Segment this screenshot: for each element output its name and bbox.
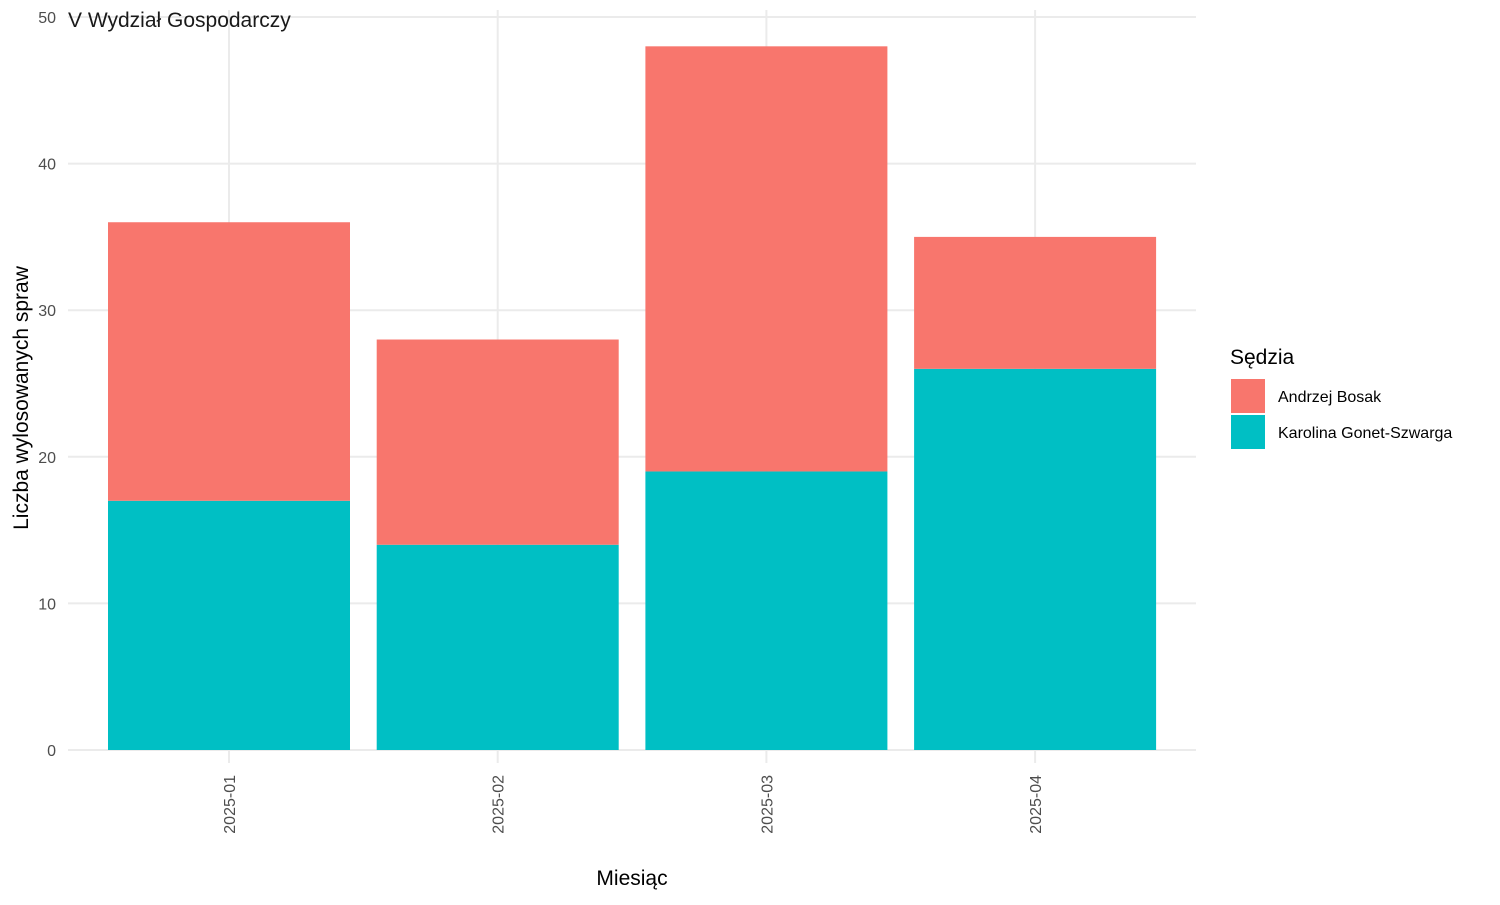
bar-segment: [645, 471, 888, 750]
legend-items: Andrzej Bosak Karolina Gonet-Szwarga: [1231, 379, 1452, 449]
legend: Sędzia Andrzej Bosak Karolina Gonet-Szwar…: [1230, 346, 1452, 449]
x-tick-label: 2025-01: [222, 775, 239, 834]
x-axis-title: Miesiąc: [596, 867, 667, 890]
y-tick-label: 50: [38, 10, 56, 27]
bar-segment: [914, 368, 1157, 750]
bar-segment: [376, 339, 619, 545]
y-tick-label: 0: [47, 743, 56, 760]
legend-label: Karolina Gonet-Szwarga: [1278, 425, 1452, 442]
legend-title: Sędzia: [1230, 346, 1295, 369]
y-axis-title: Liczba wylosowanych spraw: [10, 265, 33, 530]
y-tick-label: 20: [38, 450, 56, 467]
legend-label: Andrzej Bosak: [1278, 389, 1382, 406]
y-tick-label: 40: [38, 157, 56, 174]
bar-segment: [914, 236, 1157, 369]
legend-swatch: [1231, 415, 1265, 449]
y-axis-ticks: 0 10 20 30 40 50: [38, 10, 56, 760]
y-tick-label: 30: [38, 303, 56, 320]
bar-segment: [376, 544, 619, 750]
bar-segment: [645, 46, 888, 472]
legend-swatch: [1231, 379, 1265, 413]
bar-segment: [108, 500, 350, 750]
bar-segment: [108, 222, 350, 501]
x-tick-label: 2025-02: [491, 775, 508, 834]
y-tick-label: 10: [38, 596, 56, 613]
facet-title: V Wydział Gospodarczy: [68, 9, 291, 32]
bars-layer: [108, 46, 1157, 750]
x-tick-label: 2025-04: [1028, 775, 1045, 834]
x-axis-ticks: 2025-01 2025-02 2025-03 2025-04: [222, 775, 1045, 834]
x-tick-label: 2025-03: [759, 775, 776, 834]
